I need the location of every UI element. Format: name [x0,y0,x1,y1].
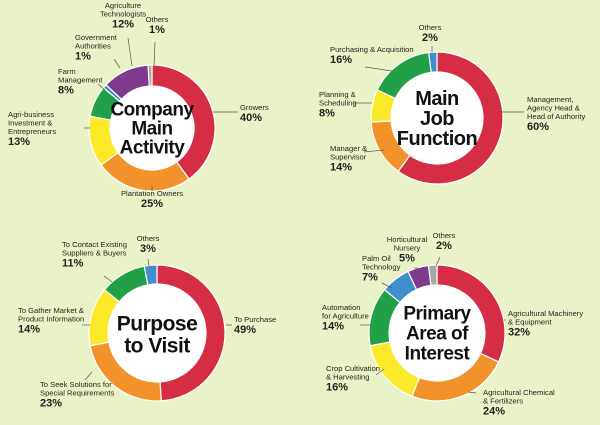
slice-value: 1% [75,51,91,63]
slice-label: Management, Agency Head & Head of Authorit… [527,95,585,133]
slice-name: To Contact Existing Suppliers & Buyers [62,240,127,258]
slice-name: Plantation Owners [121,189,183,198]
slice-value: 12% [112,19,134,31]
leader-line [363,149,385,153]
chart-title: Primary Area of Interest [403,304,471,365]
slice-value: 16% [326,382,348,394]
donut-center [391,72,483,164]
slice-name: Planning & Scheduling [319,90,357,108]
leader-line [153,41,156,67]
slice-value: 40% [240,112,262,124]
slice-value: 2% [422,32,438,44]
slice-name: To Seek Solutions for Special Requirement… [40,380,114,398]
slice-name: Crop Cultivation & Harvesting [326,364,380,382]
slice-label: To Seek Solutions for Special Requirement… [40,380,114,410]
slice-value: 8% [319,108,335,120]
slice-name: Growers [240,103,269,112]
slice-name: Automation for Agriculture [322,303,369,321]
slice-name: Management, Agency Head & Head of Authorit… [527,95,585,121]
slice-value: 1% [149,24,165,36]
slice-name: Horticultural Nursery [387,235,428,253]
leader-line [84,371,93,381]
slice-name: To Purchase [234,315,276,324]
slice-value: 60% [527,121,549,133]
leader-line [467,391,477,394]
slice-value: 25% [141,198,163,210]
slice-name: Farm Management [58,67,103,85]
leader-line [113,58,121,69]
slice-value: 23% [40,398,62,410]
donut-chart-2: Main Job Function Management, Agency Head & H… [319,23,585,185]
donut-center [108,284,206,382]
leader-line [127,37,133,67]
leader-line [147,258,150,267]
leader-line [381,282,393,289]
slice-name: Others [137,234,160,243]
chart-title: Main Job Function [397,88,477,150]
slice-value: 14% [322,321,344,333]
slice-name: Agri-business Investment & Entrepreneurs [8,110,56,136]
donut-center [389,285,485,381]
leader-line [103,275,113,283]
slice-name: Others [146,15,169,24]
slice-name: Agriculture Technologists [100,1,146,19]
donut-chart-4: Primary Area of Interest Agricultural Machi… [322,231,583,418]
slice-value: 5% [399,253,415,265]
slice-value: 3% [140,243,156,255]
chart-title: Company Main Activity [110,100,194,159]
slice-value: 16% [330,54,352,66]
slice-label: Agri-business Investment & Entrepreneurs13… [8,110,56,148]
slice-value: 49% [234,324,256,336]
leader-line [364,66,393,72]
slice-name: Others [433,231,456,240]
slice-name: To Gather Market & Product Information [18,306,84,324]
slice-name: Purchasing & Acquisition [330,45,414,54]
slice-name: Others [419,23,442,32]
slice-value: 2% [436,240,452,252]
slice-value: 13% [8,136,30,148]
slice-value: 14% [18,324,40,336]
slice-value: 24% [483,406,505,418]
donut-center [110,86,194,170]
slice-7 [147,64,153,87]
slice-value: 8% [58,85,74,97]
slice-name: Palm Oil Technology [362,254,401,272]
slice-value: 14% [330,162,352,174]
chart-title: Purpose to Visit [117,312,198,357]
leader-line [97,83,106,91]
slice-name: Agricultural Machinery & Equipment [508,309,583,327]
leader-line [375,368,385,376]
slice-value: 32% [508,327,530,339]
leader-line [435,256,441,267]
slice-name: Agricultural Chemical & Fertilizers [483,388,555,406]
slice-value: 11% [62,258,84,270]
slice-name: Manager & Supervisor [330,144,367,162]
slice-value: 7% [362,272,378,284]
slice-name: Government Authorities [75,33,118,51]
